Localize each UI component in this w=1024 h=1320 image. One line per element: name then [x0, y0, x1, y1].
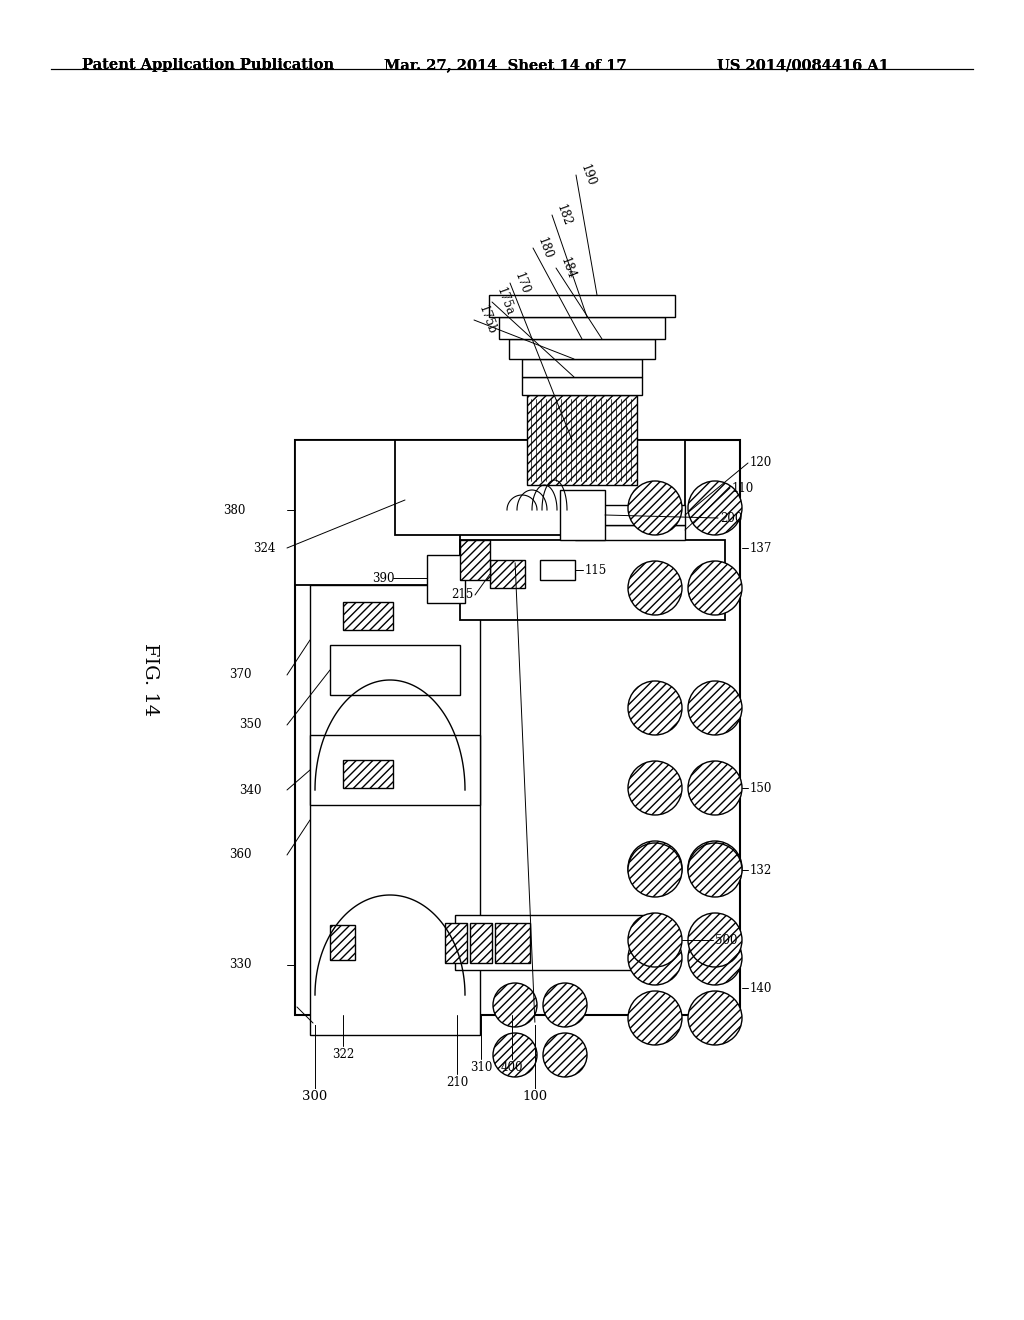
- Circle shape: [688, 841, 742, 895]
- Text: Patent Application Publication: Patent Application Publication: [82, 58, 334, 73]
- Text: US 2014/0084416 A1: US 2014/0084416 A1: [717, 58, 889, 73]
- Bar: [489, 294, 675, 317]
- Circle shape: [628, 762, 682, 814]
- Text: 170: 170: [512, 271, 531, 296]
- Text: 380: 380: [222, 503, 245, 516]
- Circle shape: [688, 480, 742, 535]
- Text: 115: 115: [585, 564, 607, 577]
- Bar: [527, 395, 637, 484]
- Bar: [295, 440, 460, 585]
- Text: FIG. 14: FIG. 14: [141, 643, 159, 717]
- Text: 190: 190: [578, 162, 598, 187]
- Bar: [460, 540, 725, 620]
- Bar: [445, 923, 467, 964]
- Text: 310: 310: [470, 1061, 493, 1074]
- Text: 330: 330: [229, 958, 252, 972]
- Bar: [460, 540, 490, 579]
- Circle shape: [628, 681, 682, 735]
- Text: Mar. 27, 2014  Sheet 14 of 17: Mar. 27, 2014 Sheet 14 of 17: [384, 58, 627, 73]
- Circle shape: [628, 913, 682, 968]
- Text: 140: 140: [750, 982, 772, 994]
- Bar: [310, 735, 480, 805]
- Bar: [595, 506, 685, 525]
- Bar: [330, 645, 460, 696]
- Circle shape: [628, 991, 682, 1045]
- Circle shape: [688, 681, 742, 735]
- Circle shape: [628, 843, 682, 898]
- Circle shape: [688, 991, 742, 1045]
- Text: 370: 370: [229, 668, 252, 681]
- Text: 324: 324: [253, 541, 275, 554]
- Circle shape: [543, 1034, 587, 1077]
- Text: 215: 215: [451, 589, 473, 602]
- Text: 200: 200: [720, 511, 742, 524]
- Bar: [295, 440, 740, 1015]
- Text: 500: 500: [715, 933, 737, 946]
- Bar: [509, 339, 655, 359]
- Text: 184: 184: [558, 255, 578, 281]
- Text: 120: 120: [750, 457, 772, 470]
- Circle shape: [688, 931, 742, 985]
- Text: 400: 400: [501, 1061, 523, 1074]
- Bar: [427, 554, 465, 603]
- Text: Mar. 27, 2014  Sheet 14 of 17: Mar. 27, 2014 Sheet 14 of 17: [384, 58, 627, 73]
- Circle shape: [628, 841, 682, 895]
- Bar: [560, 490, 605, 540]
- Text: 175a: 175a: [494, 286, 516, 318]
- Text: 137: 137: [750, 541, 772, 554]
- Circle shape: [628, 561, 682, 615]
- Text: 390: 390: [373, 572, 395, 585]
- Bar: [310, 585, 480, 1035]
- Bar: [490, 560, 525, 587]
- Circle shape: [543, 983, 587, 1027]
- Bar: [522, 378, 642, 395]
- Bar: [499, 317, 665, 339]
- Bar: [575, 525, 685, 540]
- Circle shape: [688, 561, 742, 615]
- Bar: [522, 359, 642, 378]
- Text: 360: 360: [229, 849, 252, 862]
- Circle shape: [493, 1034, 537, 1077]
- Text: 350: 350: [240, 718, 262, 731]
- Text: 110: 110: [732, 482, 755, 495]
- Text: 132: 132: [750, 863, 772, 876]
- Bar: [540, 560, 575, 579]
- Circle shape: [628, 931, 682, 985]
- Circle shape: [688, 913, 742, 968]
- Text: 340: 340: [240, 784, 262, 796]
- Bar: [495, 923, 530, 964]
- Text: 210: 210: [445, 1076, 468, 1089]
- Bar: [343, 760, 393, 788]
- Text: 300: 300: [302, 1090, 328, 1104]
- Bar: [330, 925, 355, 960]
- Text: 180: 180: [535, 235, 555, 260]
- Circle shape: [628, 480, 682, 535]
- Text: Patent Application Publication: Patent Application Publication: [82, 58, 334, 73]
- Circle shape: [688, 762, 742, 814]
- Bar: [343, 602, 393, 630]
- Circle shape: [688, 843, 742, 898]
- Text: 100: 100: [522, 1090, 548, 1104]
- Circle shape: [493, 983, 537, 1027]
- Bar: [455, 915, 655, 970]
- Text: 182: 182: [554, 202, 573, 227]
- Text: US 2014/0084416 A1: US 2014/0084416 A1: [717, 58, 889, 73]
- Text: 150: 150: [750, 781, 772, 795]
- Bar: [395, 440, 685, 535]
- Text: 322: 322: [332, 1048, 354, 1061]
- Bar: [470, 923, 492, 964]
- Text: 175b: 175b: [476, 304, 499, 337]
